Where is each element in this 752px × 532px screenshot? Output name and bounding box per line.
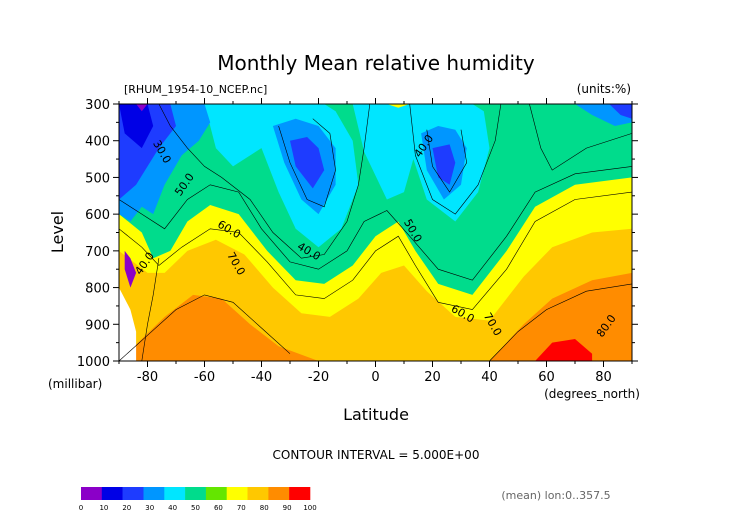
contour-line-75	[118, 191, 633, 310]
contour-line-35-north	[426, 129, 468, 193]
colorbar-swatch	[185, 487, 207, 500]
colorbar-label: 60	[214, 504, 223, 512]
y-tick-label: 500	[85, 171, 110, 186]
arctic-dry-20	[609, 104, 632, 119]
y-tick-label: 900	[85, 318, 110, 333]
x-tick-label: -80	[137, 370, 158, 385]
chart-title: Monthly Mean relative humidity	[217, 51, 535, 75]
contour-line-85	[118, 294, 291, 362]
band-90-100	[119, 272, 632, 361]
colorbar-label: 80	[260, 504, 269, 512]
chart-subtitle: [RHUM_1954-10_NCEP.nc]	[124, 83, 267, 96]
x-tick-label: -60	[194, 370, 215, 385]
x-tick-label: 80	[595, 370, 612, 385]
y-tick-label: 600	[85, 208, 110, 223]
colorbar-swatch	[205, 487, 227, 500]
y-tick-label: 700	[85, 245, 110, 260]
colorbar-label: 70	[237, 504, 246, 512]
y-tick-label: 300	[85, 98, 110, 113]
colorbar-label: 20	[122, 504, 131, 512]
x-axis: -80 -60 -40 -20 0 20 40 60 80	[118, 98, 633, 385]
y-axis-label: Level	[48, 211, 67, 253]
colorbar-swatch	[122, 487, 144, 500]
colorbar-swatch	[268, 487, 290, 500]
contour-line-85-north	[489, 283, 633, 362]
colorbar-swatch	[289, 487, 311, 500]
colorbar-swatch	[247, 487, 269, 500]
contour-line-45-north	[409, 103, 502, 215]
y-axis-units: (millibar)	[48, 377, 102, 391]
polar-pocket	[124, 250, 137, 288]
x-tick-label: -20	[308, 370, 329, 385]
y-tick-label: 800	[85, 282, 110, 297]
contour-line-45	[158, 103, 371, 259]
y-axis: 300 400 500 600 700 800 900 1000	[77, 98, 638, 370]
colorbar: 0 10 20 30 40 50 60 70 80 90 100	[79, 487, 317, 512]
x-tick-label: 20	[424, 370, 441, 385]
contour-line-40-polar	[141, 258, 160, 362]
colorbar-label: 30	[145, 504, 154, 512]
x-axis-units: (degrees_north)	[544, 387, 640, 401]
antarctic-dry-10	[119, 104, 154, 149]
contour-interval: CONTOUR INTERVAL = 5.000E+00	[273, 448, 480, 462]
colorbar-label: 90	[283, 504, 292, 512]
x-axis-label: Latitude	[343, 405, 409, 424]
mean-footnote: (mean) lon:0..357.5	[501, 489, 610, 502]
x-tick-label: 60	[538, 370, 555, 385]
x-tick-label: 0	[371, 370, 379, 385]
plot-area: 30.050.060.070.040.0 40.050.040.060.0 70.0…	[118, 103, 633, 362]
colorbar-swatch	[81, 487, 103, 500]
band-above-100	[535, 339, 593, 361]
southern-dry-20	[290, 137, 325, 189]
colorbar-swatch	[143, 487, 165, 500]
x-tick-label: 40	[481, 370, 498, 385]
y-tick-label: 400	[85, 135, 110, 150]
terrain-mask	[119, 104, 137, 361]
x-tick-label: -40	[251, 370, 272, 385]
equator-top-70	[386, 104, 410, 108]
units-label: (units:%)	[577, 82, 631, 96]
y-tick-label: 1000	[77, 355, 110, 370]
colorbar-swatch	[101, 487, 123, 500]
contour-line-65	[118, 166, 633, 281]
colorbar-label: 0	[79, 504, 83, 512]
colorbar-label: 100	[303, 504, 316, 512]
contour-line-35	[278, 118, 336, 208]
colorbar-swatch	[164, 487, 186, 500]
antarctic-dry-0	[136, 104, 148, 112]
colorbar-label: 50	[191, 504, 200, 512]
colorbar-label: 10	[99, 504, 108, 512]
colorbar-swatch	[226, 487, 248, 500]
colorbar-label: 40	[168, 504, 177, 512]
contour-line-55-north	[529, 103, 633, 171]
